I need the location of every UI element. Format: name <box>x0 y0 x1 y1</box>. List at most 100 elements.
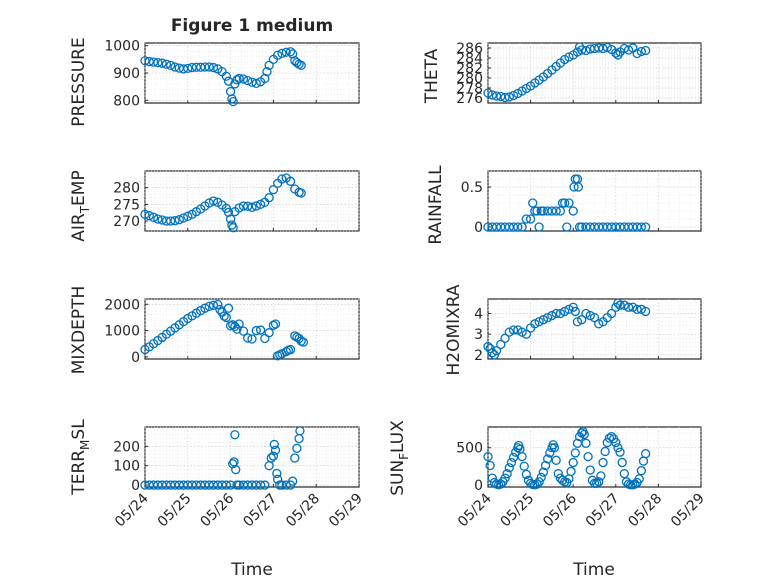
data-point-pressure <box>144 56 154 67</box>
data-point-theta <box>564 52 574 62</box>
y-tick-label: 0 <box>474 220 483 236</box>
data-point-terr-msl <box>268 451 279 461</box>
data-point-theta <box>581 45 591 56</box>
data-point-mixdepth <box>251 325 261 336</box>
data-point-sun-flux <box>534 477 544 487</box>
data-point-mixdepth <box>238 326 249 336</box>
data-point-sun-flux <box>583 451 593 462</box>
data-point-sun-flux <box>519 461 529 471</box>
data-point-mixdepth <box>285 344 296 355</box>
data-point-rainfall <box>551 206 561 216</box>
ylabel-air-temp: AIRTEMP <box>69 170 92 241</box>
data-point-h2omixra <box>585 310 595 321</box>
data-point-air-temp <box>183 211 193 221</box>
subplot-mixdepth: MIXDEPTH 0 1000 2000 <box>69 286 360 374</box>
data-point-rainfall <box>640 222 651 232</box>
y-tick-label: 280 <box>113 181 140 197</box>
data-point-h2omixra <box>538 315 549 325</box>
data-point-air-temp <box>251 201 261 211</box>
data-point-terr-msl <box>266 453 276 463</box>
data-point-terr-msl <box>270 445 281 455</box>
data-point-h2omixra <box>589 312 600 323</box>
data-point-air-temp <box>285 176 296 186</box>
data-point-theta <box>636 46 647 57</box>
y-tick-label: 1000 <box>104 39 140 55</box>
data-point-mixdepth <box>200 303 210 313</box>
x-tick-label: 05/28 <box>283 491 323 531</box>
subplot-terr-msl: TERRMSL 05/24 05/25 05/26 05/27 05/28 05/29 0 1… <box>69 419 366 531</box>
x-tick-label: 05/24 <box>112 490 152 530</box>
data-point-h2omixra <box>570 306 580 317</box>
data-point-pressure <box>232 75 242 85</box>
data-point-h2omixra <box>504 327 514 337</box>
subplot-sun-flux: SUNFLUX 05/24 05/25 05/26 05/27 05/28 05/29 0 5… <box>388 420 708 531</box>
data-point-terr-msl <box>269 439 279 450</box>
data-point-rainfall <box>521 214 531 224</box>
data-point-sun-flux <box>506 457 517 468</box>
y-tick-label: 270 <box>113 214 140 230</box>
data-point-terr-msl <box>230 430 240 440</box>
data-point-sun-flux <box>604 433 615 443</box>
x-tick-label: 05/24 <box>455 490 495 530</box>
ylabel-h2omixra: H2OMIXRA <box>444 284 464 375</box>
data-point-terr-msl <box>260 480 270 490</box>
data-point-mixdepth <box>243 333 253 343</box>
data-point-mixdepth <box>247 334 257 344</box>
data-point-h2omixra <box>551 308 561 319</box>
data-point-sun-flux <box>617 457 627 468</box>
data-point-air-temp <box>153 214 163 224</box>
data-point-rainfall <box>573 182 583 192</box>
data-point-pressure <box>264 60 274 71</box>
data-point-h2omixra <box>487 348 497 358</box>
y-tick-label: 286 <box>456 41 483 57</box>
data-point-rainfall <box>636 222 647 232</box>
data-point-sun-flux <box>579 429 589 440</box>
data-point-mixdepth <box>232 324 242 334</box>
data-point-terr-msl <box>255 480 266 490</box>
y-tick-label: 4 <box>474 306 483 322</box>
data-point-air-temp <box>277 174 287 184</box>
data-point-sun-flux <box>598 457 608 468</box>
data-point-h2omixra <box>555 308 566 319</box>
data-point-h2omixra <box>560 306 570 317</box>
data-point-air-temp <box>247 202 257 212</box>
data-point-h2omixra <box>628 302 638 312</box>
data-point-theta <box>508 90 519 101</box>
data-point-terr-msl <box>288 476 298 486</box>
y-tick-label: 1000 <box>104 324 140 340</box>
data-point-sun-flux <box>566 466 576 477</box>
data-point-mixdepth <box>264 328 274 338</box>
data-point-h2omixra <box>581 308 591 319</box>
data-point-pressure <box>273 50 283 60</box>
x-tick-label: 05/25 <box>155 491 195 531</box>
data-point-h2omixra <box>572 317 583 327</box>
data-point-mixdepth <box>255 325 266 335</box>
data-point-terr-msl <box>231 464 241 475</box>
data-point-h2omixra <box>491 346 502 356</box>
data-point-h2omixra <box>500 333 510 343</box>
data-point-air-temp <box>225 214 236 224</box>
data-point-h2omixra <box>623 302 634 312</box>
data-point-pressure <box>157 58 167 68</box>
data-point-sun-flux <box>591 478 602 488</box>
data-point-h2omixra <box>547 310 557 321</box>
data-point-sun-flux <box>517 451 527 462</box>
y-tick-label: 276 <box>456 91 483 107</box>
data-point-theta <box>611 48 621 58</box>
data-point-air-temp <box>140 209 150 219</box>
x-tick-label: 05/25 <box>498 491 538 531</box>
data-point-sun-flux <box>500 473 510 483</box>
data-point-rainfall <box>562 222 572 232</box>
data-point-sun-flux <box>504 463 514 473</box>
data-point-pressure <box>281 47 291 57</box>
data-point-pressure <box>183 63 193 74</box>
data-point-sun-flux <box>570 448 580 458</box>
data-point-air-temp <box>264 193 274 203</box>
data-point-h2omixra <box>632 304 642 314</box>
data-point-rainfall <box>534 222 544 232</box>
data-point-sun-flux <box>538 467 549 477</box>
data-point-mixdepth <box>219 311 229 321</box>
subplot-pressure: Figure 1 medium PRESSURE 800 900 1000 <box>69 16 360 127</box>
